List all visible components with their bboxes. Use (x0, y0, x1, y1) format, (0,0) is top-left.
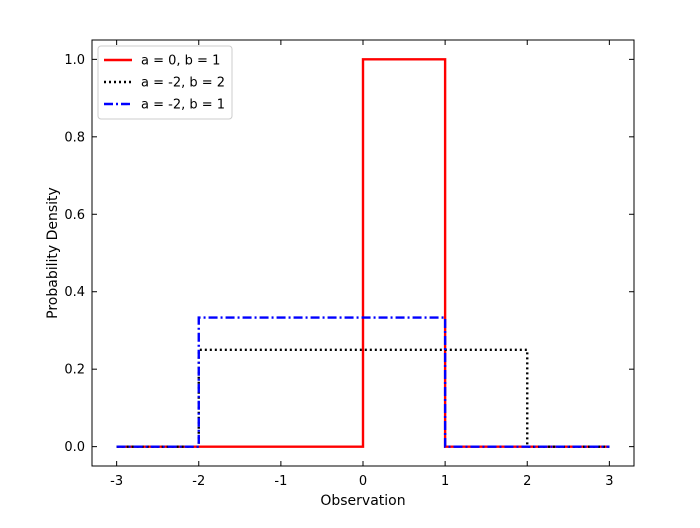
y-axis-label: Probability Density (45, 187, 61, 319)
legend-frame (97, 45, 233, 120)
series-line-3 (116, 316, 610, 448)
y-tick-label: 0.0 (64, 440, 85, 455)
x-tick-label: 3 (605, 474, 613, 489)
x-tick-label: 0 (359, 474, 367, 489)
x-tick-label: -2 (192, 474, 205, 489)
legend: a = 0, b = 1 a = -2, b = 2 a = -2, b = 1 (97, 45, 233, 120)
x-tick-label: 2 (523, 474, 531, 489)
x-axis-label: Observation (320, 493, 405, 509)
ticks-layer: -3 -2 -1 0 1 2 3 0.0 0.2 0.4 0.6 0.8 1.0 (64, 40, 634, 489)
x-tick-label: 1 (441, 474, 449, 489)
y-tick-label: 1.0 (64, 53, 85, 68)
y-tick-label: 0.8 (64, 130, 85, 145)
plot-frame (91, 39, 635, 467)
legend-entry-label: a = -2, b = 1 (141, 98, 225, 113)
x-tick-label: -3 (110, 474, 123, 489)
legend-entry-label: a = 0, b = 1 (141, 54, 220, 69)
x-tick-label: -1 (274, 474, 287, 489)
y-tick-label: 0.4 (64, 285, 85, 300)
y-tick-label: 0.2 (64, 363, 85, 378)
y-tick-label: 0.6 (64, 208, 85, 223)
legend-entry-label: a = -2, b = 2 (141, 76, 225, 91)
series-layer (116, 58, 610, 448)
